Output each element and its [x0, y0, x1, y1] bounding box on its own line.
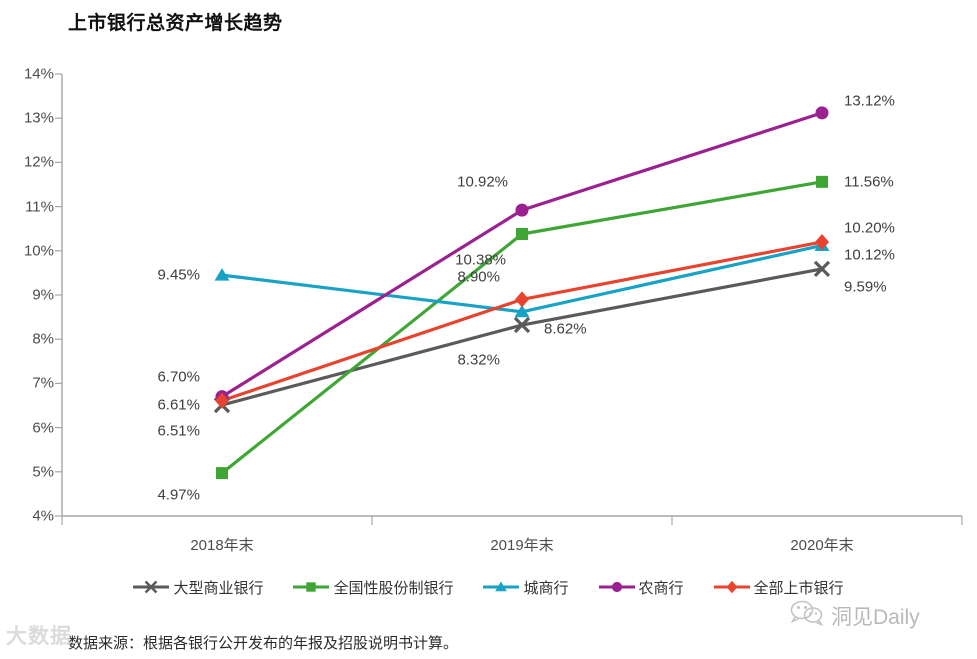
- series-line: [220, 180, 824, 475]
- series-line: [220, 111, 824, 399]
- data-point-marker: [306, 582, 317, 592]
- x-axis-tick-label: 2018年末: [190, 537, 254, 554]
- legend-item-1[interactable]: 大型商业银行: [133, 577, 263, 598]
- series-line: [220, 267, 824, 407]
- chart-svg: [55, 73, 963, 525]
- legend-item-label: 全国性股份制银行: [333, 579, 454, 597]
- watermark-right: 洞见Daily: [790, 600, 920, 632]
- y-axis-tick-label: 5%: [32, 463, 54, 481]
- data-point-marker: [515, 203, 529, 217]
- data-point-label: 4.97%: [157, 486, 200, 504]
- data-point-marker: [813, 260, 831, 278]
- wechat-icon: [790, 600, 824, 632]
- data-point-marker: [216, 467, 228, 480]
- y-axis-tick-label: 10%: [23, 242, 54, 260]
- data-point-label: 13.12%: [844, 92, 895, 110]
- y-axis-tick-label: 4%: [32, 507, 54, 525]
- legend-marker-diamond-icon: [713, 579, 750, 595]
- x-axis-tick-label: 2020年末: [790, 537, 854, 554]
- watermark-left: 大数据: [6, 625, 72, 648]
- data-point-label: 9.45%: [157, 266, 200, 284]
- data-point-marker: [516, 228, 528, 241]
- legend-item-5[interactable]: 全部上市银行: [713, 577, 844, 598]
- legend-item-4[interactable]: 农商行: [598, 577, 684, 598]
- legend-item-2[interactable]: 全国性股份制银行: [293, 577, 453, 598]
- watermark-right-label: 洞见Daily: [831, 606, 920, 629]
- data-point-marker: [815, 106, 829, 120]
- line-chart-plot: 4% 5% 6% 7% 8% 9% 10% 11% 12% 13% 14% 2018年末 2019年末 2…: [23, 65, 963, 554]
- y-axis-tick-label: 12%: [23, 153, 54, 171]
- data-point-marker: [514, 304, 530, 318]
- data-point-marker: [816, 175, 828, 188]
- data-point-marker: [145, 580, 158, 594]
- y-axis-tick-label: 6%: [32, 419, 54, 437]
- data-point-marker: [513, 316, 531, 334]
- data-point-marker: [214, 268, 230, 281]
- y-axis-tick-label: 8%: [32, 330, 54, 348]
- data-point-label: 6.70%: [157, 368, 200, 386]
- legend-item-3[interactable]: 城商行: [483, 577, 569, 598]
- data-point-label: 10.12%: [844, 246, 895, 264]
- data-point-marker: [495, 581, 508, 592]
- page-title: 上市银行总资产增长趋势: [68, 13, 283, 34]
- data-point-label: 10.20%: [844, 219, 895, 237]
- y-axis-tick-label: 9%: [32, 286, 54, 304]
- legend-item-label: 大型商业银行: [173, 579, 264, 597]
- data-point-label: 6.61%: [157, 396, 200, 414]
- data-point-marker: [515, 291, 529, 308]
- legend-marker-circle-icon: [598, 579, 635, 595]
- data-point-label: 10.38%: [455, 251, 506, 269]
- legend-item-label: 农商行: [638, 579, 684, 597]
- y-axis-tick-label: 13%: [23, 109, 54, 127]
- y-axis-tick-label: 11%: [25, 198, 54, 216]
- data-point-marker: [726, 580, 737, 594]
- legend-item-label: 城商行: [523, 579, 569, 597]
- data-point-label: 8.90%: [457, 268, 500, 286]
- source-note: 数据来源：根据各银行公开发布的年报及招股说明书计算。: [68, 635, 459, 652]
- legend-marker-square-icon: [293, 579, 330, 595]
- data-point-label: 9.59%: [844, 278, 887, 296]
- data-point-label: 8.62%: [544, 320, 587, 338]
- chart-legend: 大型商业银行 全国性股份制银行 城商行 农商行 全部上市银行: [0, 572, 977, 602]
- legend-marker-triangle-icon: [483, 579, 520, 595]
- data-point-label: 11.56%: [844, 173, 894, 191]
- data-point-marker: [215, 392, 229, 409]
- legend-item-label: 全部上市银行: [753, 579, 844, 597]
- data-point-label: 8.32%: [457, 351, 500, 369]
- x-axis-tick-label: 2019年末: [490, 537, 554, 554]
- legend-marker-x-icon: [133, 579, 170, 595]
- data-point-marker: [611, 581, 622, 593]
- y-axis-tick-label: 7%: [32, 374, 54, 392]
- data-point-label: 6.51%: [157, 422, 200, 440]
- data-point-marker: [815, 233, 829, 250]
- data-point-label: 10.92%: [457, 173, 508, 191]
- y-axis-tick-label: 14%: [23, 65, 54, 83]
